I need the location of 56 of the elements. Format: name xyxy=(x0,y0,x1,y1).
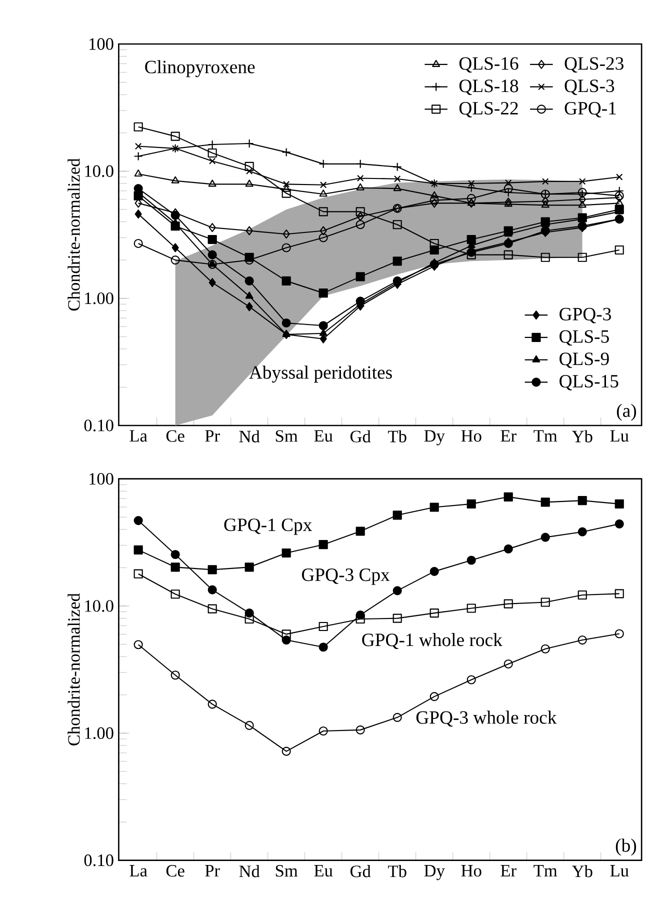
x-tick-label: Yb xyxy=(572,865,592,878)
y-tick-label: 0.10 xyxy=(84,420,114,432)
legend-label: GPQ-1 xyxy=(564,102,616,118)
legend-label: QLS-15 xyxy=(560,375,618,390)
x-tick-label: Tb xyxy=(388,865,406,878)
y-tick-label: 1.00 xyxy=(85,292,114,304)
legend-label: GPQ-3 xyxy=(560,308,612,324)
x-tick-label: Pr xyxy=(205,865,220,876)
text: Clinopyroxene xyxy=(145,60,255,78)
x-tick-label: La xyxy=(130,865,148,877)
x-tick-label: Ce xyxy=(166,430,184,442)
x-tick-label: Tb xyxy=(388,430,406,442)
x-tick-label: La xyxy=(130,430,148,442)
y-tick-label: 10.0 xyxy=(85,165,114,178)
legend-label: QLS-5 xyxy=(560,330,609,346)
x-tick-label: Tm xyxy=(534,865,558,876)
series-label: GPQ-3 Cpx xyxy=(302,568,390,585)
x-tick-label: Sm xyxy=(276,865,298,877)
legend-label: QLS-22 xyxy=(459,102,518,118)
y-tick-label: 10.0 xyxy=(85,600,114,612)
x-tick-label: Er xyxy=(500,430,516,442)
x-tick-label: Dy xyxy=(424,865,445,880)
y-axis-title: Chondrite-normalized xyxy=(68,158,80,311)
x-tick-label: Ho xyxy=(461,430,482,442)
x-tick-label: Eu xyxy=(314,430,333,442)
x-tick-label: Eu xyxy=(314,865,333,877)
x-tick-label: Gd xyxy=(350,430,371,442)
x-tick-label: Lu xyxy=(610,430,629,442)
x-tick-label: Nd xyxy=(239,430,260,442)
series-label: GPQ-1 Cpx xyxy=(224,518,312,535)
x-tick-label: Nd xyxy=(239,865,260,878)
legend-label: QLS-23 xyxy=(564,57,624,73)
x-tick-label: Yb xyxy=(572,430,592,442)
x-tick-label: Dy xyxy=(424,430,445,446)
x-tick-label: Gd xyxy=(350,865,371,878)
legend-label: QLS-16 xyxy=(459,57,518,73)
annotation: (b) xyxy=(616,838,636,856)
legend-label: QLS-9 xyxy=(560,352,609,368)
y-tick-label: 0.10 xyxy=(84,854,114,866)
series-label: GPQ-3 whole rock xyxy=(416,710,557,727)
annotation: (a) xyxy=(617,404,636,421)
series-label: GPQ-1 whole rock xyxy=(362,633,502,650)
x-tick-label: Er xyxy=(500,865,516,876)
y-axis-title: Chondrite-normalized xyxy=(68,593,80,746)
y-tick-label: 100 xyxy=(90,472,114,485)
y-tick-label: 1.00 xyxy=(85,727,114,740)
x-tick-label: Ce xyxy=(166,865,184,877)
x-tick-label: Tm xyxy=(534,430,558,442)
annotation: Abyssal peridotites xyxy=(249,366,392,383)
x-tick-label: Pr xyxy=(205,430,220,442)
x-tick-label: Ho xyxy=(461,865,482,877)
x-tick-label: Sm xyxy=(276,430,298,442)
legend-label: QLS-3 xyxy=(564,80,614,96)
y-tick-label: 100 xyxy=(90,38,114,50)
legend-label: QLS-18 xyxy=(459,80,518,96)
x-tick-label: Lu xyxy=(610,865,629,877)
